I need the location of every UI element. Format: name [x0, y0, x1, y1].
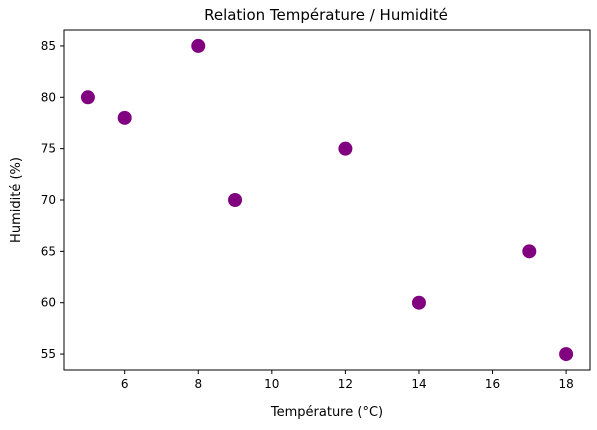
- data-point: [522, 244, 537, 259]
- x-tick-label: 6: [121, 377, 129, 391]
- y-axis-label: Humidité (%): [9, 157, 24, 243]
- x-tick-label: 18: [558, 377, 573, 391]
- data-point: [191, 38, 206, 53]
- data-point: [117, 110, 132, 125]
- x-tick-label: 14: [411, 377, 426, 391]
- data-point: [411, 295, 426, 310]
- data-point: [559, 347, 574, 362]
- chart-title: Relation Température / Humidité: [204, 6, 448, 24]
- y-tick-label: 55: [41, 347, 56, 361]
- y-tick-label: 70: [41, 193, 56, 207]
- data-point: [80, 90, 95, 105]
- y-tick-label: 60: [41, 296, 56, 310]
- y-tick-label: 80: [41, 90, 56, 104]
- x-tick-label: 8: [194, 377, 202, 391]
- x-tick-label: 16: [485, 377, 500, 391]
- y-tick-label: 85: [41, 39, 56, 53]
- plot-area-frame: [63, 29, 591, 371]
- x-axis-label: Température (°C): [270, 405, 383, 420]
- x-axis: 6 8 10 12 14 16 18: [121, 370, 574, 391]
- x-tick-label: 12: [338, 377, 353, 391]
- y-tick-label: 65: [41, 244, 56, 258]
- data-point: [228, 193, 243, 207]
- data-points: [80, 38, 574, 362]
- data-point: [338, 141, 353, 156]
- x-tick-label: 10: [264, 377, 279, 391]
- y-axis: 55 60 65 70 75 80 85: [41, 39, 64, 361]
- y-tick-label: 75: [41, 142, 56, 156]
